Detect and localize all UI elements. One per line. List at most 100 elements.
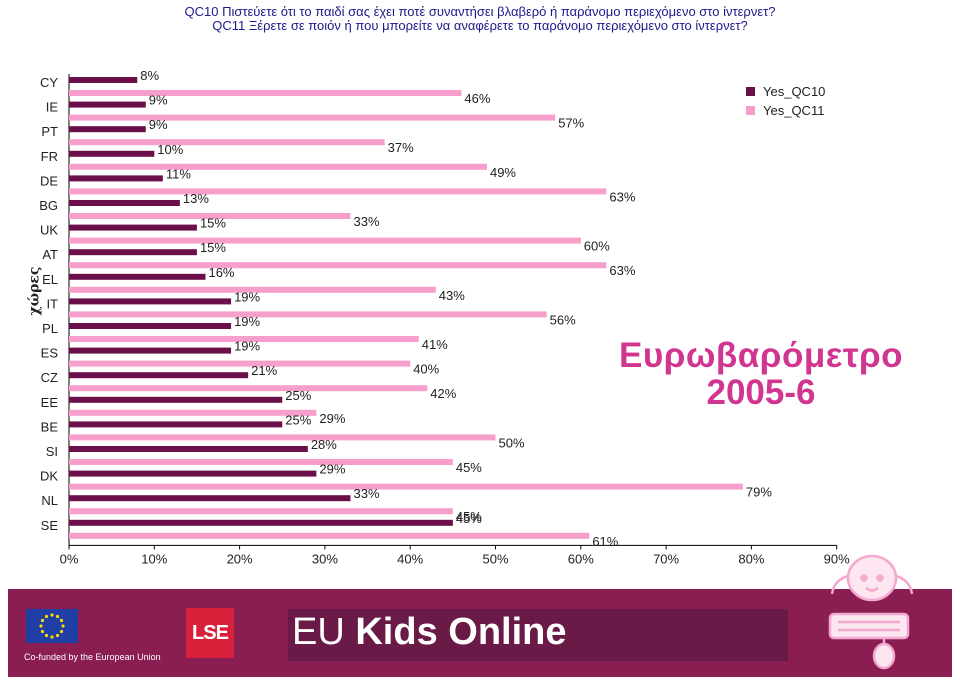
category-label: PT [41,124,58,139]
bar-qc11 [69,237,581,244]
eu-kids-online-logo: EU Kids Online [292,611,567,654]
y-axis-label: χώρες [26,266,43,316]
bar-qc10 [69,495,351,502]
bar-qc11 [69,360,411,367]
category-label: ES [41,346,59,361]
y-axis-label-container: χώρες [14,267,44,316]
legend: Yes_QC10 Yes_QC11 [746,82,825,120]
x-tick-label: 70% [653,551,679,566]
category-label: DK [40,469,58,484]
bar-qc11 [69,434,496,441]
bar-qc10 [69,519,453,526]
data-label-qc10: 25% [285,412,311,427]
legend-label-qc11: Yes_QC11 [763,103,825,118]
data-label-qc10: 25% [285,388,311,403]
bar-qc10 [69,77,138,83]
category-label: SI [46,444,58,459]
legend-swatch-qc11 [746,106,755,115]
data-label-qc11: 33% [353,214,379,229]
legend-item-qc11: Yes_QC11 [746,101,825,120]
category-label: BE [41,419,59,434]
category-label: PL [42,321,58,336]
bar-qc10 [69,150,155,157]
brand-part2: Kids Online [355,611,567,653]
bar-qc10 [69,372,249,379]
bar-qc11 [69,385,428,392]
data-label-qc10: 16% [208,265,234,280]
category-label: UK [40,223,58,238]
data-label-qc10: 19% [234,339,260,354]
data-label-qc10: 15% [200,240,226,255]
bar-qc11 [69,213,351,219]
data-label-qc10: 19% [234,289,260,304]
bar-qc10 [69,396,283,403]
data-label-qc11: 56% [550,312,576,327]
bar-qc11 [69,409,317,416]
bar-qc10 [69,101,146,108]
bar-chart: 0% 10% 20% 30% 40% 50% 60% 70% 80% 90% CY 8% 46% IE 9%… [39,68,850,566]
category-label: IT [46,296,58,311]
data-label-qc11: 79% [746,485,772,500]
eu-stars-icon [39,613,65,639]
child-at-computer-icon [828,554,914,670]
brand-band [288,609,788,661]
category-label: IE [46,100,59,115]
data-label-qc10: 9% [149,117,168,132]
bar-qc10 [69,298,232,305]
data-label-qc10: 9% [149,93,168,108]
bar-qc11 [69,286,436,293]
bar-qc11 [69,139,385,146]
category-label: CZ [41,370,58,385]
bar-qc10 [69,446,308,452]
category-label: SE [41,518,59,533]
data-label-qc11: 50% [499,435,525,450]
bar-qc10 [69,323,232,329]
chart-title-line1: QC10 Πιστεύετε ότι το παιδί σας έχει ποτ… [184,4,776,19]
data-label-qc11: 57% [558,116,584,131]
bar-qc11 [69,459,453,465]
data-label-qc10: 21% [251,363,277,378]
data-label-qc11: 49% [490,165,516,180]
x-tick-label: 10% [141,551,167,566]
bar-qc10 [69,273,206,280]
annotation-line2: 2005-6 [706,372,816,412]
bar-qc10 [69,421,283,428]
data-label-qc11: 42% [430,386,456,401]
data-label-qc10: 11% [166,166,191,181]
category-label: EL [42,272,58,287]
data-label-qc11: 37% [388,140,414,155]
bar-qc10 [69,126,146,133]
data-label-qc10: 45% [456,511,482,526]
x-tick-label: 90% [824,551,850,566]
footer-banner: Co-funded by the European Union LSE EU K… [8,589,952,677]
data-label-qc11: 29% [319,411,345,426]
data-label-qc11: 40% [413,362,439,377]
legend-item-qc10: Yes_QC10 [746,82,825,101]
bar-qc11 [69,532,590,539]
data-label-qc11: 45% [456,509,482,524]
category-label: CY [40,75,58,90]
data-label-qc10: 28% [311,437,337,452]
category-label: DE [40,173,58,188]
data-label-qc11: 63% [609,189,635,204]
data-label-qc11: 60% [584,239,610,254]
data-label-qc10: 10% [157,142,183,157]
category-label: NL [41,493,58,508]
data-label-qc10: 8% [140,68,159,83]
data-label-qc10: 29% [319,462,345,477]
brand-part1: EU [292,611,345,653]
chart-title-line2: QC11 Ξέρετε σε ποιόν ή που μπορείτε να α… [212,18,748,33]
lse-logo: LSE [186,608,234,658]
data-label-qc11: 45% [456,460,482,475]
x-tick-label: 0% [60,551,79,566]
x-tick-label: 60% [568,551,594,566]
x-tick-label: 50% [482,551,508,566]
bar-qc10 [69,175,163,182]
data-label-qc10: 15% [200,216,226,231]
bar-qc10 [69,200,180,206]
bar-qc10 [69,249,197,256]
bar-qc11 [69,163,487,170]
bar-qc11 [69,262,607,269]
bar-qc10 [69,347,232,354]
data-label-qc11: 41% [422,337,448,352]
